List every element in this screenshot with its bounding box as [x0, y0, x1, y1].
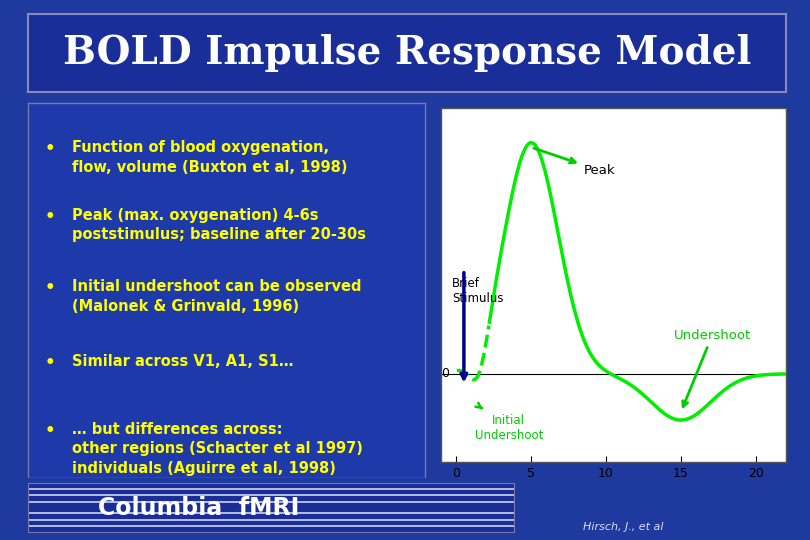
Text: •: •	[45, 354, 55, 372]
Text: •: •	[45, 140, 55, 158]
Text: Peak: Peak	[534, 148, 616, 177]
Text: … but differences across:
other regions (Schacter et al 1997)
individuals (Aguir: … but differences across: other regions …	[72, 422, 363, 476]
Text: Undershoot: Undershoot	[673, 329, 751, 407]
Text: Hirsch, J., et al: Hirsch, J., et al	[583, 522, 663, 531]
Text: Columbia  fMRI: Columbia fMRI	[98, 496, 299, 519]
Text: Similar across V1, A1, S1…: Similar across V1, A1, S1…	[72, 354, 293, 369]
Text: Initial undershoot can be observed
(Malonek & Grinvald, 1996): Initial undershoot can be observed (Malo…	[72, 279, 361, 314]
X-axis label: PST (s): PST (s)	[586, 482, 642, 496]
Text: Initial
Undershoot: Initial Undershoot	[475, 403, 543, 442]
Text: Brief
Stimulus: Brief Stimulus	[452, 277, 504, 305]
Text: •: •	[45, 208, 55, 226]
Text: BOLD Impulse Response Model: BOLD Impulse Response Model	[63, 33, 751, 72]
Text: Function of blood oxygenation,
flow, volume (Buxton et al, 1998): Function of blood oxygenation, flow, vol…	[72, 140, 347, 175]
Text: •: •	[45, 279, 55, 297]
Text: 0: 0	[441, 367, 449, 380]
Text: Peak (max. oxygenation) 4-6s
poststimulus; baseline after 20-30s: Peak (max. oxygenation) 4-6s poststimulu…	[72, 208, 366, 242]
Text: •: •	[45, 422, 55, 440]
